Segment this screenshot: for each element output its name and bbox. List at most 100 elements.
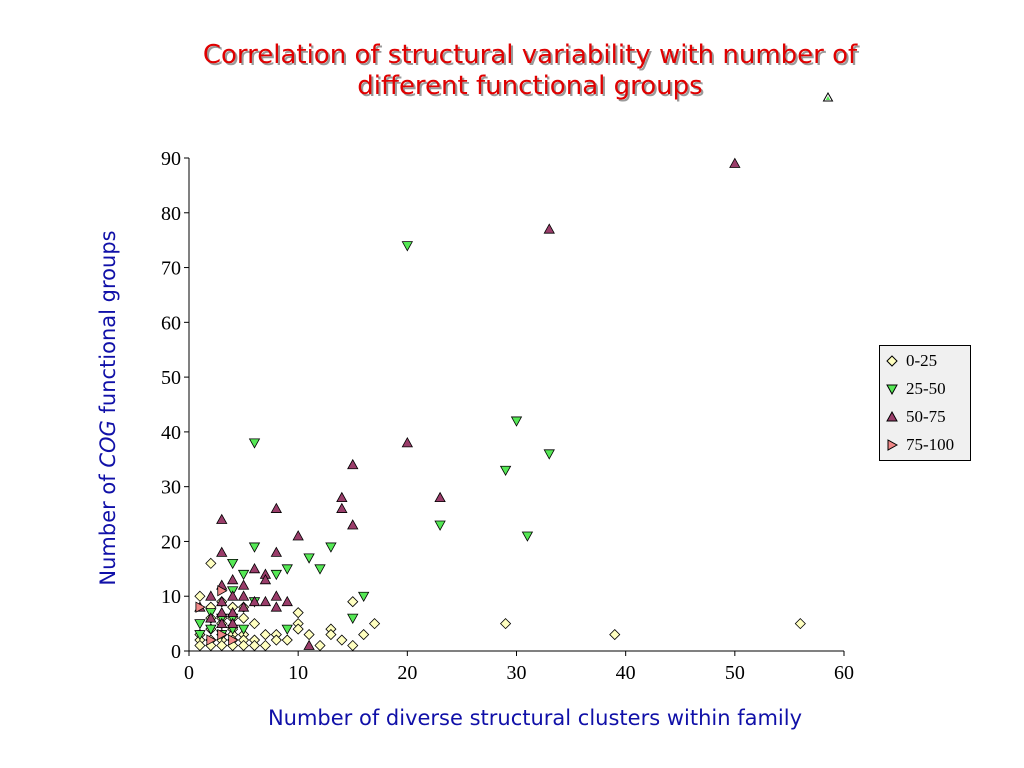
point-50-75 [205,590,217,601]
y-axis-label-pre: Number of [96,467,120,586]
point-0-25 [292,607,304,619]
tick-labels: 0 10 20 30 40 50 60 70 80 90 0 10 20 30 40 50 60 [161,148,854,684]
point-0-25 [238,639,250,652]
point-50-75 [226,573,239,585]
y-tick-label: 60 [161,312,181,334]
point-25-50 [281,564,293,575]
point-0-25 [248,639,261,652]
point-25-50 [357,591,370,603]
point-25-50 [205,624,217,635]
point-0-25 [259,629,271,641]
point-25-50 [325,542,337,553]
point-25-50 [237,569,250,581]
point-50-75 [347,519,359,530]
point-0-25 [314,639,326,652]
point-0-25 [248,618,261,630]
point-25-50 [303,553,315,564]
point-25-50 [510,416,523,427]
point-50-75 [292,530,304,541]
point-50-75 [248,563,261,574]
point-50-75 [226,606,239,618]
point-50-75 [336,502,348,513]
point-25-50 [499,465,512,477]
y-axis-label-post: functional groups [96,230,120,421]
point-0-25 [500,618,512,630]
point-50-75 [226,617,239,629]
x-tick-label: 30 [507,662,527,684]
point-25-50 [226,558,239,570]
point-50-75 [303,639,315,650]
legend-item-0-25: 0-25 [886,350,937,372]
y-axis-label: Number of COG functional groups [96,230,120,585]
y-tick-label: 90 [161,148,181,170]
point-50-75 [248,595,261,607]
point-50-75 [347,458,359,470]
point-50-75 [270,601,283,612]
point-50-75 [270,590,283,601]
point-0-25 [194,590,206,602]
triangle-right-marker-icon [887,439,898,451]
point-50-75 [237,590,250,601]
point-50-75 [237,579,250,590]
legend: 0-25 25-50 50-75 75-100 [879,345,971,461]
point-0-25 [347,639,359,652]
chart-title-line1: Correlation of structural variability wi… [202,40,858,70]
triangle-up-marker-icon [886,411,898,422]
point-50-75 [216,595,228,607]
point-50-75 [216,606,228,618]
legend-label-50-75: 50-75 [906,407,946,426]
point-75-100 [195,601,206,613]
x-tick-label: 50 [725,662,745,684]
point-50-75 [226,590,239,601]
point-25-50 [314,564,326,575]
point-50-75 [216,617,228,629]
point-50-75 [216,546,228,557]
point-25-50 [434,520,446,531]
point-25-50 [248,438,261,449]
point-25-50 [347,613,359,624]
legend-label-75-100: 75-100 [906,435,955,454]
point-50-75 [401,437,414,448]
point-0-25 [281,634,293,646]
point-50-75 [259,595,272,607]
point-75-100 [228,634,239,646]
point-50-75 [270,502,283,513]
point-25-50 [543,449,555,460]
x-axis-label: Number of diverse structural clusters wi… [267,706,803,730]
y-tick-label: 40 [161,422,181,444]
x-tick-label: 40 [616,662,636,684]
point-50-75 [270,546,283,557]
point-0-25 [347,596,359,608]
legend-label-0-25: 0-25 [906,351,938,370]
y-tick-label: 30 [161,477,181,499]
legend-item-25-50: 25-50 [886,378,946,400]
chart-title-line2: different functional groups [357,71,703,101]
y-tick-label: 0 [171,641,181,663]
point-25-50 [237,624,250,635]
point-50-75 [237,601,250,612]
point-50-75 [259,573,272,585]
point-25-50 [194,630,206,641]
point-25-50 [401,241,414,252]
point-25-50 [281,624,293,635]
point-0-25 [205,557,217,569]
data-points [194,157,806,652]
y-tick-label: 70 [161,258,181,280]
point-75-100 [217,585,228,597]
point-50-75 [216,513,228,524]
y-tick-label: 10 [161,586,181,608]
point-0-25 [358,629,370,641]
x-tick-label: 0 [184,662,194,684]
point-50-75 [336,491,348,503]
y-tick-label: 20 [161,531,181,553]
point-0-25 [336,634,348,646]
triangle-down-marker-icon [886,384,898,395]
point-0-25 [270,634,282,646]
point-25-50 [248,542,261,553]
diamond-marker-icon [886,355,898,367]
legend-item-75-100: 75-100 [886,434,954,456]
point-75-100 [217,628,228,641]
point-75-100 [206,634,217,646]
axes [184,157,845,656]
